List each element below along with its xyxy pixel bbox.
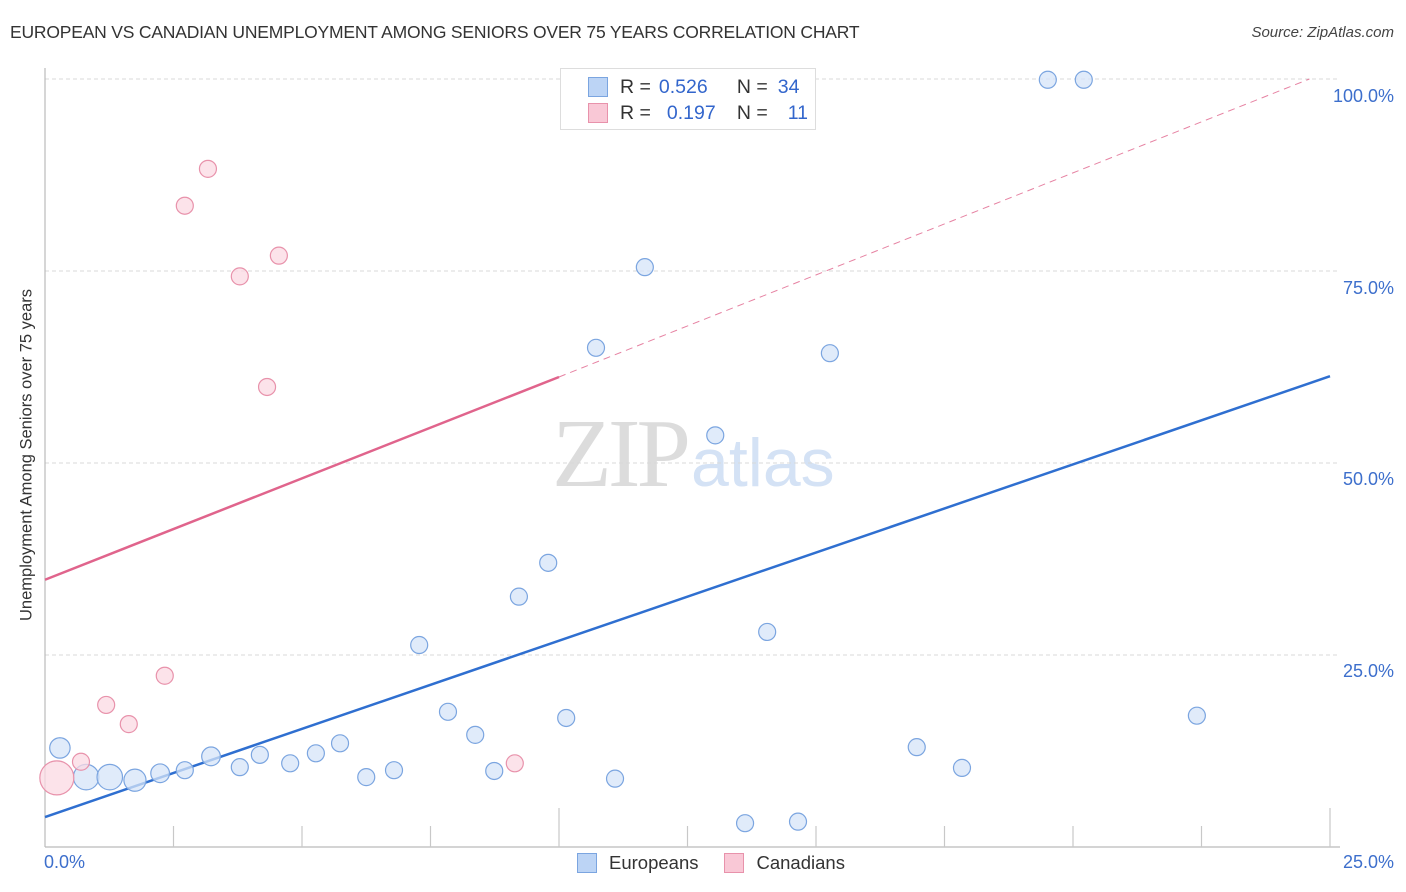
series-legend: Europeans Canadians [577,852,871,874]
data-point-europeans[interactable] [1038,70,1057,89]
data-point-canadians[interactable] [119,715,138,734]
r-value: 0.526 [658,75,708,98]
data-point-canadians[interactable] [71,752,91,771]
data-point-europeans[interactable] [509,587,529,606]
data-points [39,70,1206,833]
data-point-europeans[interactable] [230,758,249,777]
legend-row-canadians: R = 0.197 N = 11 [588,101,808,125]
legend-item-europeans[interactable]: Europeans [577,852,698,874]
data-point-europeans[interactable] [586,338,606,357]
data-point-europeans[interactable] [438,702,458,721]
data-point-canadians[interactable] [175,196,194,215]
r-label: R = [620,101,651,124]
data-point-europeans[interactable] [952,758,972,777]
data-point-europeans[interactable] [820,344,839,363]
canadians-swatch-icon [724,853,745,873]
data-point-europeans[interactable] [330,734,350,753]
data-point-europeans[interactable] [557,708,576,728]
data-point-europeans[interactable] [485,761,504,781]
data-point-europeans[interactable] [49,737,71,759]
legend-label: Canadians [756,852,845,873]
trendline-europeans [44,375,1331,819]
y-axis-label: Unemployment Among Seniors over 75 years [17,289,36,621]
data-point-europeans[interactable] [201,746,221,767]
data-point-europeans[interactable] [735,814,755,833]
y-tick-25: 25.0% [1342,661,1394,681]
gridlines [45,78,1340,656]
chart-title: EUROPEAN VS CANADIAN UNEMPLOYMENT AMONG … [10,22,860,42]
canadians-swatch-icon [588,103,608,123]
source-label: Source: ZipAtlas.com [1251,24,1394,41]
data-point-europeans[interactable] [1187,706,1206,725]
axes [44,68,1340,848]
data-point-europeans[interactable] [281,754,300,773]
data-point-europeans[interactable] [175,761,194,780]
data-point-europeans[interactable] [539,553,558,572]
legend-row-europeans: R = 0.526 N = 34 [588,75,799,99]
data-point-europeans[interactable] [150,763,171,784]
n-value: 34 [777,75,800,98]
data-point-canadians[interactable] [198,159,218,178]
data-point-europeans[interactable] [706,426,725,445]
data-point-europeans[interactable] [123,768,147,792]
r-label: R = [620,75,651,98]
legend-item-canadians[interactable]: Canadians [724,852,845,874]
correlation-legend: R = 0.526 N = 34 R = 0.197 N = 11 [560,68,816,130]
trendlines [44,78,1331,819]
data-point-europeans[interactable] [384,761,404,780]
data-point-europeans[interactable] [788,812,808,831]
y-tick-50: 50.0% [1342,469,1394,489]
data-point-europeans[interactable] [605,769,625,788]
data-point-europeans[interactable] [96,763,124,791]
n-label: N = [736,75,768,98]
y-tick-100: 100.0% [1332,86,1394,106]
trendline-extension [558,78,1310,378]
data-point-canadians[interactable] [269,246,288,265]
data-point-europeans[interactable] [306,744,325,763]
data-point-canadians[interactable] [97,695,116,715]
data-point-europeans[interactable] [357,768,376,787]
data-point-europeans[interactable] [410,635,429,655]
data-point-canadians[interactable] [230,267,249,286]
data-point-canadians[interactable] [155,666,174,685]
trendline-canadians [44,375,560,581]
r-value: 0.197 [666,101,716,124]
n-value: 11 [787,101,809,124]
europeans-swatch-icon [577,853,597,873]
data-point-europeans[interactable] [758,622,777,642]
data-point-canadians[interactable] [257,377,277,397]
data-point-europeans[interactable] [635,258,654,277]
x-tick-25: 25.0% [1342,852,1394,872]
europeans-swatch-icon [588,77,608,97]
legend-label: Europeans [609,852,699,873]
x-tick-0: 0.0% [44,852,86,872]
data-point-europeans[interactable] [1074,70,1093,89]
data-point-canadians[interactable] [505,754,524,773]
data-point-europeans[interactable] [907,738,926,757]
data-point-europeans[interactable] [250,745,269,764]
data-point-europeans[interactable] [466,725,485,744]
y-tick-75: 75.0% [1342,278,1394,298]
n-label: N = [736,101,768,124]
data-point-canadians[interactable] [39,760,75,796]
